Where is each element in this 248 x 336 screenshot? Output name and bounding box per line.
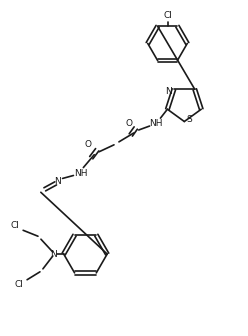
Text: S: S: [186, 115, 192, 124]
Text: O: O: [85, 140, 92, 149]
Text: O: O: [125, 119, 132, 128]
Text: N: N: [165, 87, 172, 96]
Text: NH: NH: [74, 169, 87, 178]
Text: Cl: Cl: [11, 221, 20, 230]
Text: N: N: [50, 250, 57, 258]
Text: Cl: Cl: [163, 11, 172, 20]
Text: N: N: [54, 177, 61, 186]
Text: NH: NH: [149, 119, 162, 128]
Text: Cl: Cl: [15, 280, 24, 289]
